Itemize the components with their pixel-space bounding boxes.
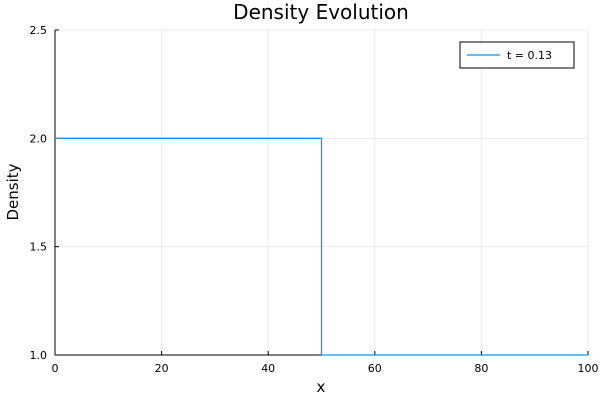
y-tick-label: 2.5 [30,24,48,37]
series-layer [55,137,588,356]
y-axis-label: Density [4,163,22,220]
x-tick-label: 0 [52,362,59,375]
x-axis-label: x [317,378,326,396]
x-tick-label: 20 [155,362,169,375]
legend: t = 0.13 [459,41,575,69]
y-tick-label: 2.0 [30,132,48,145]
x-tick-label: 80 [474,362,488,375]
tick-labels: 0 20 40 60 80 100 1.0 1.5 2.0 2.5 [30,24,599,375]
series-line [55,137,588,356]
y-tick-label: 1.0 [30,349,48,362]
y-tick-label: 1.5 [30,241,48,254]
x-tick-label: 60 [368,362,382,375]
x-tick-label: 40 [261,362,275,375]
x-tick-label: 100 [578,362,599,375]
chart-title: Density Evolution [233,0,409,24]
legend-label: t = 0.13 [507,49,552,62]
